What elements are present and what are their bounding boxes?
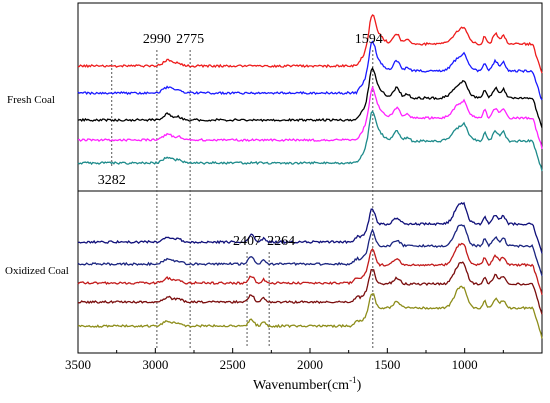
peak-label-3282: 3282 bbox=[98, 173, 126, 188]
peak-labels: 3282 2990 2775 1594 2407 2264 bbox=[98, 32, 383, 249]
fresh-spectrum-2 bbox=[77, 40, 543, 101]
peak-label-2407: 2407 bbox=[233, 234, 261, 249]
fresh-spectrum-5 bbox=[77, 110, 543, 172]
oxidized-spectrum-2 bbox=[77, 224, 543, 277]
x-axis-label: Wavenumber(cm-1) bbox=[253, 375, 362, 393]
x-tick-label-2500: 2500 bbox=[220, 357, 246, 372]
x-tick-label-1000: 1000 bbox=[452, 357, 478, 372]
peak-label-1594: 1594 bbox=[355, 32, 383, 47]
x-tick-label-1500: 1500 bbox=[374, 357, 400, 372]
plot-frame bbox=[77, 2, 543, 354]
fresh-spectrum-4 bbox=[77, 85, 543, 150]
spectra-series bbox=[77, 14, 543, 339]
x-axis-ticks: 3500 3000 2500 2000 1500 1000 bbox=[65, 348, 504, 372]
fresh-spectrum-3 bbox=[77, 66, 543, 128]
x-tick-label-2000: 2000 bbox=[297, 357, 323, 372]
peak-label-2990: 2990 bbox=[143, 32, 171, 47]
peak-label-2775: 2775 bbox=[176, 32, 204, 47]
fresh-spectrum-1 bbox=[77, 14, 543, 74]
reference-lines bbox=[111, 50, 374, 348]
fresh-coal-label: Fresh Coal bbox=[7, 94, 55, 106]
x-tick-label-3000: 3000 bbox=[142, 357, 168, 372]
x-axis-label-superscript: -1 bbox=[349, 375, 357, 385]
x-tick-label-3500: 3500 bbox=[65, 357, 91, 372]
oxidized-spectrum-3 bbox=[77, 242, 543, 295]
x-axis-label-close: ) bbox=[357, 378, 362, 393]
oxidized-spectrum-4 bbox=[77, 261, 543, 315]
peak-label-2264: 2264 bbox=[267, 234, 295, 249]
oxidized-spectrum-1 bbox=[77, 201, 543, 254]
oxidized-coal-label: Oxidized Coal bbox=[5, 265, 69, 277]
x-axis-label-main: Wavenumber(cm bbox=[253, 378, 349, 393]
oxidized-spectrum-5 bbox=[77, 285, 543, 339]
